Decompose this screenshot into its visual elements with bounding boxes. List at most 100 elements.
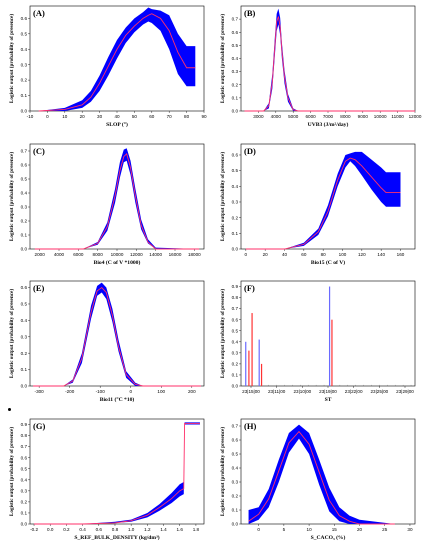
x-tick-label: 60 [149,114,155,119]
bar-5 [328,286,331,386]
y-tick-label: 0.0 [21,109,28,114]
x-tick-label: 10000 [111,252,124,257]
y-tick-label: 0.1 [232,373,239,378]
chart-svg: 0.0 0.1 0.2 0.3 0.4 0.5 0.6 0.7 0.8 0.9 23|15|00 23… [219,280,416,403]
x-axis-title: SLOP (°) [106,121,128,128]
y-tick-label: 0.5 [21,466,28,471]
y-tick-label: 0.1 [232,95,239,100]
bar-1 [248,350,250,386]
plot-frame [29,418,205,524]
mean-response-line [34,152,200,249]
x-tick-label: 40 [282,252,288,257]
y-tick-label: 0.3 [232,350,239,355]
y-axis-title: Logistic output (probability of presence… [219,14,226,103]
panel-tag: (G) [33,421,45,431]
x-tick-label: 23|11|00 [268,389,286,394]
x-axis-title: Bio15 (C of V) [311,259,345,266]
x-tick-label: 11000 [391,114,404,119]
panel-c-bio4: 0.0 0.1 0.2 0.3 0.4 0.5 0.6 0.7 2000 4000 6000 8000… [0,138,211,276]
y-tick-label: 0.3 [232,69,239,74]
y-tick-label: 0.5 [21,31,28,36]
x-tick-label: 0 [245,252,248,257]
panel-g-bulk-density: 0.0 0.1 0.2 0.3 0.4 0.5 0.6 0.7 0.8 0.9 -0.2 0.0 0.2… [0,413,211,550]
x-tick-label: 10 [62,114,68,119]
y-tick-label: 0.7 [232,17,239,22]
x-tick-label: 50 [132,114,138,119]
x-axis-title: S_CACO₃ (%) [311,534,346,541]
y-tick-label: 0.5 [232,451,239,456]
x-tick-label: 12000 [130,252,143,257]
y-tick-label: 0.0 [232,384,239,389]
y-tick-label: 0.2 [21,218,28,223]
x-tick-label: 1.6 [177,527,184,532]
chart-svg: 0.00.10.20.30.40.50.60.70.80.9-0.2 0.0 0.2… [8,418,205,541]
y-tick-label: 0.3 [232,479,239,484]
x-tick-label: 5000 [288,114,299,119]
y-tick-label: 0.4 [21,477,28,482]
panel-tag: (C) [33,146,45,156]
y-tick-label: 0.5 [21,302,28,307]
panel-a-slope: 0.0 0.1 0.2 0.3 0.4 0.5 0.6 -10 0 10 20 30 40 50 60 70 8… [0,0,211,138]
x-axis-title: S_REF_BULK_DENSITY (kg/dm³) [74,534,159,541]
panel-f-st: 0.0 0.1 0.2 0.3 0.4 0.5 0.6 0.7 0.8 0.9 23|15|00 23… [211,275,422,413]
x-tick-label: 9000 [358,114,369,119]
plot-frame [240,5,416,112]
mean-response-line [244,16,415,112]
panel-tag: (H) [244,421,256,431]
x-tick-label: 4000 [54,252,65,257]
x-tick-label: 20 [263,252,269,257]
y-axis-title: Logistic output (probability of presence… [8,151,15,240]
x-tick-label: 15 [332,527,338,532]
y-tick-label: 0.7 [21,148,28,153]
y-tick-label: 0.4 [232,56,239,61]
x-tick-label: 23|25|00 [370,389,388,394]
x-tick-label: 200 [188,389,196,394]
y-tick-label: 0.1 [21,367,28,372]
x-tick-label: 10 [307,527,313,532]
x-tick-label: 100 [339,252,347,257]
y-tick-label: 0.6 [232,152,239,157]
mean-response-line [38,13,196,112]
x-tick-label: 8000 [93,252,104,257]
y-tick-label: 0.4 [21,190,28,195]
panel-h-caco3: 0.0 0.1 0.2 0.3 0.4 0.5 0.6 0.7 0 5 10 15 20 25 30 (H) S… [211,413,422,550]
x-tick-label: 6000 [305,114,316,119]
x-tick-label: 120 [358,252,366,257]
y-tick-label: 0.0 [232,246,239,251]
panel-e-bio11: 0.0 0.1 0.2 0.3 0.4 0.5 0.6 -300 -200 -100 0 100 200… [0,275,211,413]
x-tick-label: 0.8 [112,527,119,532]
y-axis-title: Logistic output (probability of presence… [219,426,226,515]
x-axis-title: ST [325,397,332,403]
x-tick-label: 80 [321,252,327,257]
x-tick-label: 10000 [374,114,387,119]
x-tick-label: 0.6 [96,527,103,532]
y-tick-label: 0.0 [21,384,28,389]
x-axis-title: Bio4 (C of V *1000) [94,259,141,266]
bar-4 [260,363,263,386]
x-tick-label: 1.2 [144,527,151,532]
y-tick-label: 0.5 [232,168,239,173]
x-tick-label: 20 [80,114,86,119]
x-tick-label: 23|10|00 [293,389,311,394]
x-tick-label: -300 [35,389,45,394]
y-tick-label: 0.5 [232,328,239,333]
x-tick-label: -200 [65,389,75,394]
x-axis-title: Bio11 (°C *10) [100,396,135,403]
x-tick-label: 70 [167,114,173,119]
x-tick-label: 1.0 [128,527,135,532]
confidence-band [33,282,201,386]
y-tick-label: 0.5 [232,43,239,48]
y-tick-label: 0.2 [232,361,239,366]
y-tick-label: 0.5 [21,176,28,181]
x-tick-label: 4000 [271,114,282,119]
x-tick-label: 0.4 [79,527,86,532]
x-tick-label: 30 [97,114,103,119]
y-tick-label: 0.6 [21,16,28,21]
x-tick-label: 23|19|00 [319,389,337,394]
y-tick-label: 0.0 [21,521,28,526]
y-tick-label: 0.7 [21,444,28,449]
y-tick-label: 0.4 [232,339,239,344]
y-axis-title: Logistic output (probability of presence… [8,14,15,103]
x-tick-label: 23|22|00 [345,389,363,394]
panel-d-bio15: 0.0 0.1 0.2 0.3 0.4 0.5 0.6 0 20 40 60 80 100 120 140 1… [211,138,422,276]
